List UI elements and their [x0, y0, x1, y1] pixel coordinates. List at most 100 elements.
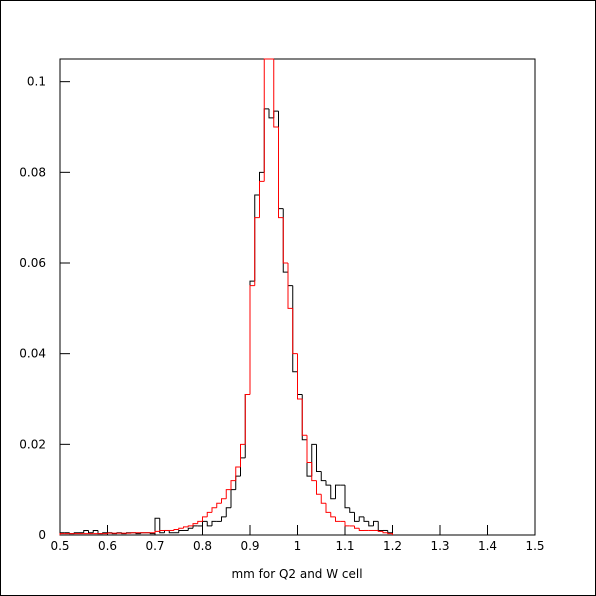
- x-tick-label: 1.2: [383, 539, 402, 553]
- y-tick-label: 0.1: [27, 75, 46, 89]
- y-tick-label: 0.06: [19, 256, 46, 270]
- x-tick-label: 1: [294, 539, 302, 553]
- histogram-step: [249, 285, 255, 395]
- histogram-step: [249, 280, 255, 395]
- x-tick-label: 0.6: [98, 539, 117, 553]
- histogram-step: [225, 489, 231, 499]
- histogram-step: [254, 194, 260, 282]
- histogram-step: [211, 520, 217, 526]
- histogram-step: [268, 108, 274, 119]
- histogram-step: [377, 521, 383, 531]
- histogram-step: [230, 489, 236, 508]
- histogram-step: [221, 516, 227, 522]
- histogram-step: [306, 439, 312, 477]
- histogram-step: [368, 521, 374, 527]
- histogram-step: [320, 471, 326, 482]
- histogram-step: [187, 527, 193, 531]
- histogram-step: [254, 217, 260, 286]
- histogram-step: [358, 516, 364, 522]
- histogram-step: [320, 494, 326, 504]
- histogram-step: [301, 394, 307, 441]
- histogram-step: [387, 530, 393, 535]
- histogram-step: [244, 393, 250, 445]
- histogram-step: [197, 520, 203, 524]
- histogram-step: [88, 530, 94, 534]
- histogram-step: [316, 480, 322, 495]
- histogram-step: [387, 532, 393, 535]
- histogram-step: [178, 527, 184, 530]
- x-tick-label: 1.5: [525, 539, 544, 553]
- histogram-step: [159, 529, 165, 532]
- histogram-step: [244, 393, 250, 458]
- x-tick-label: 1.1: [335, 539, 354, 553]
- y-tick-label: 0: [38, 528, 46, 542]
- histogram-step: [273, 59, 279, 128]
- histogram-step: [216, 502, 222, 508]
- histogram-step: [192, 525, 198, 529]
- histogram-step: [354, 525, 360, 529]
- histogram-step: [325, 503, 331, 513]
- x-tick-label: 0.9: [240, 539, 259, 553]
- x-axis-label: mm for Q2 and W cell: [231, 567, 362, 581]
- histogram-step: [225, 507, 231, 517]
- histogram-step: [382, 531, 388, 534]
- histogram-step: [83, 529, 89, 533]
- histogram-step: [287, 272, 293, 287]
- histogram-step: [301, 399, 307, 436]
- histogram-step: [183, 526, 189, 529]
- histogram-step: [330, 485, 336, 500]
- histogram-step: [297, 353, 303, 400]
- histogram-step: [316, 444, 322, 473]
- histogram-step: [178, 529, 184, 533]
- histogram-step: [173, 529, 179, 531]
- histogram-step: [206, 511, 212, 517]
- histogram-step: [187, 525, 193, 527]
- x-tick-label: 1.4: [478, 539, 497, 553]
- histogram-step: [154, 517, 160, 534]
- histogram-step: [206, 521, 212, 527]
- histogram-step: [240, 457, 246, 477]
- x-tick-label: 0.8: [193, 539, 212, 553]
- histogram-step: [92, 529, 98, 533]
- histogram-step: [202, 520, 208, 526]
- histogram-step: [278, 127, 284, 219]
- histogram-step: [292, 285, 298, 373]
- histogram-step: [192, 523, 198, 526]
- y-tick-label: 0.08: [19, 165, 46, 179]
- histogram-step: [344, 485, 350, 509]
- histogram-step: [159, 518, 165, 534]
- histogram-step: [306, 435, 312, 463]
- histogram-step: [354, 512, 360, 522]
- x-tick-label: 1.3: [430, 539, 449, 553]
- histogram-step: [273, 110, 279, 118]
- histogram-step: [349, 507, 355, 513]
- histogram-step: [202, 516, 208, 522]
- histogram-step: [287, 263, 293, 309]
- histogram-step: [235, 475, 241, 490]
- histogram-step: [278, 111, 284, 210]
- histogram-step: [335, 484, 341, 499]
- histogram-step: [363, 516, 369, 522]
- plot-area: [59, 58, 536, 536]
- histogram-step: [358, 528, 364, 531]
- histogram-step: [59, 533, 65, 535]
- x-tick-label: 0.7: [145, 539, 164, 553]
- histogram-step: [230, 480, 236, 490]
- y-tick-label: 0.04: [19, 347, 46, 361]
- histogram-step: [297, 371, 303, 395]
- histogram-step: [221, 498, 227, 504]
- histogram-step: [311, 443, 317, 477]
- histogram-step: [168, 530, 174, 534]
- histogram-step: [330, 512, 336, 518]
- histogram-step: [235, 466, 241, 481]
- histogram-step: [263, 108, 269, 173]
- histogram-step: [292, 308, 298, 355]
- histogram-step: [263, 58, 269, 182]
- histogram-step: [311, 462, 317, 482]
- histogram-step: [154, 530, 160, 533]
- y-tick-label: 0.02: [19, 437, 46, 451]
- histogram-step: [344, 521, 350, 527]
